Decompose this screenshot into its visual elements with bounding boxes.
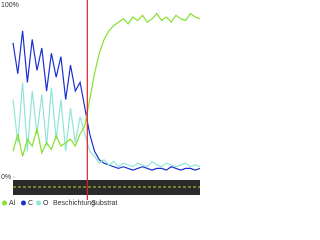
legend-label: C: [28, 200, 33, 207]
substrate-band: [13, 180, 200, 195]
legend-marker: [21, 200, 26, 206]
legend-marker: [36, 200, 41, 206]
series-line: [12, 82, 200, 168]
y-tick-label: 0%: [1, 174, 11, 181]
y-tick-label: 100%: [1, 2, 19, 9]
series-line: [12, 30, 200, 171]
legend-label: O: [43, 200, 49, 207]
region-label: Substrat: [91, 200, 117, 207]
region-label: Beschichtung: [53, 200, 95, 207]
series-line: [12, 12, 200, 157]
legend-marker: [2, 200, 7, 206]
legend-label: Al: [9, 200, 16, 207]
